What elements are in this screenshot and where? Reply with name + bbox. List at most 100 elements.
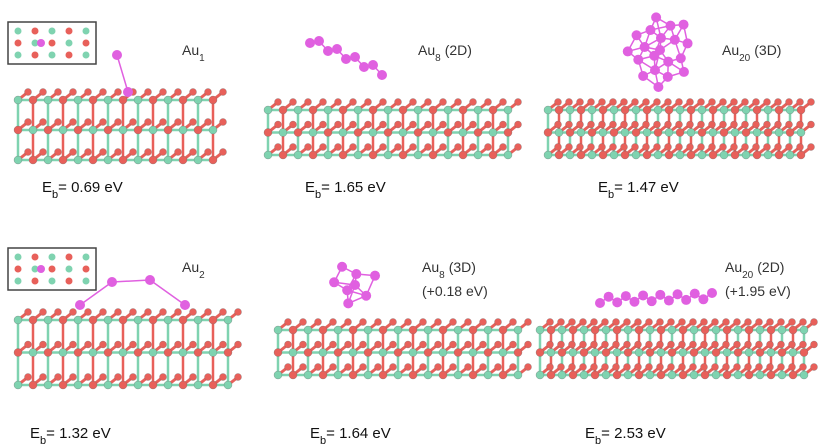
atom [294, 151, 302, 159]
value: = 1.47 eV [614, 179, 679, 196]
atom [588, 99, 595, 106]
atom [547, 319, 554, 326]
atom [424, 326, 432, 334]
au-atom [690, 289, 700, 299]
atom [405, 364, 412, 371]
atom [360, 341, 367, 348]
atom [480, 341, 487, 348]
au-atom [663, 57, 673, 67]
atom [495, 341, 502, 348]
atom [778, 319, 785, 326]
element: Au [725, 259, 742, 275]
atom [134, 316, 142, 324]
au-atom [679, 67, 689, 77]
atom [364, 371, 372, 379]
atom [55, 119, 62, 126]
atom [384, 151, 392, 159]
atom [334, 326, 342, 334]
inset-atom [49, 52, 56, 59]
structure: (3D) [754, 42, 781, 58]
atom [811, 364, 818, 371]
au-atom [107, 277, 117, 287]
atom [304, 371, 312, 379]
atom [220, 149, 227, 156]
atom [85, 89, 92, 96]
atom [70, 89, 77, 96]
atom [632, 121, 639, 128]
atom [621, 151, 629, 159]
atom [414, 129, 422, 137]
atom [29, 381, 37, 389]
atom [580, 364, 587, 371]
atom [797, 129, 805, 137]
atom [14, 96, 22, 104]
atom [179, 349, 187, 357]
binding-energy: Eb= 0.69 eV [42, 179, 123, 201]
atom [160, 341, 167, 348]
au-atom [645, 25, 655, 35]
atom [304, 326, 312, 334]
atom [320, 121, 327, 128]
atom [435, 341, 442, 348]
atom [390, 319, 397, 326]
atom [425, 121, 432, 128]
atom [679, 319, 686, 326]
atom [25, 89, 32, 96]
atom [119, 316, 127, 324]
atom [591, 349, 599, 357]
atom [104, 126, 112, 134]
atom [395, 121, 402, 128]
atom [764, 144, 771, 151]
binding-energy: Eb= 1.32 eV [30, 425, 111, 446]
atom [414, 151, 422, 159]
atom [756, 349, 764, 357]
au-atom [604, 292, 614, 302]
atom [55, 149, 62, 156]
au-cluster [623, 12, 693, 92]
atom [709, 151, 717, 159]
atom [74, 381, 82, 389]
atom [577, 121, 584, 128]
atom [742, 151, 750, 159]
atom [209, 156, 217, 164]
atom [334, 349, 342, 357]
atom [420, 364, 427, 371]
atom [731, 99, 738, 106]
atom [723, 326, 731, 334]
atom [439, 349, 447, 357]
atom [731, 129, 739, 137]
atom [665, 106, 673, 114]
au-atom [595, 298, 605, 308]
atom [591, 326, 599, 334]
atom [613, 319, 620, 326]
atom [679, 326, 687, 334]
atom [643, 129, 651, 137]
atom [25, 374, 32, 381]
atom [808, 144, 815, 151]
atom [164, 126, 172, 134]
atom [621, 121, 628, 128]
atom [610, 106, 618, 114]
atom [797, 99, 804, 106]
inset-atom [66, 28, 73, 35]
atom [429, 151, 437, 159]
atom [365, 99, 372, 106]
atom [235, 341, 242, 348]
atom [613, 349, 621, 357]
atom [536, 349, 544, 357]
atom [459, 106, 467, 114]
inset-atom [83, 254, 90, 261]
atom [775, 99, 782, 106]
au-atom [664, 296, 674, 306]
atom [632, 144, 639, 151]
atom [602, 364, 609, 371]
atom [514, 371, 522, 379]
atom [566, 151, 574, 159]
atom [179, 96, 187, 104]
atom [753, 129, 761, 137]
atom [70, 119, 77, 126]
atom [495, 319, 502, 326]
atom [405, 319, 412, 326]
atom [379, 326, 387, 334]
atom [145, 119, 152, 126]
